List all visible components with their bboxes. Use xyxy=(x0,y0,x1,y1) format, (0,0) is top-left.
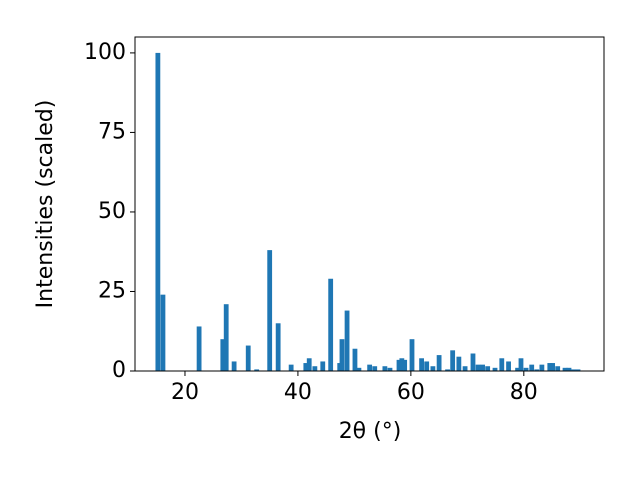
bar xyxy=(328,278,334,371)
bar xyxy=(339,339,345,371)
bar xyxy=(450,350,456,371)
bar xyxy=(470,353,476,371)
x-tick-label: 20 xyxy=(171,380,199,405)
y-tick-label: 0 xyxy=(112,358,126,383)
bar xyxy=(409,339,415,371)
bar xyxy=(515,367,520,371)
bar xyxy=(518,358,524,371)
bar xyxy=(445,369,450,371)
bar xyxy=(356,367,362,371)
bar xyxy=(419,358,424,371)
bar xyxy=(492,367,498,371)
bar xyxy=(372,366,378,371)
y-tick-label: 75 xyxy=(98,119,126,144)
bar xyxy=(387,367,393,371)
bar xyxy=(254,369,260,371)
bar xyxy=(231,361,237,371)
bar xyxy=(155,52,161,372)
bar xyxy=(499,358,505,371)
bar xyxy=(547,363,553,371)
bar xyxy=(382,366,388,371)
bar xyxy=(456,356,462,371)
bar xyxy=(402,359,408,371)
bar xyxy=(344,310,350,371)
bar xyxy=(160,294,166,371)
bar xyxy=(320,361,326,371)
bar xyxy=(506,361,511,371)
x-tick-label: 40 xyxy=(284,380,312,405)
y-tick-label: 50 xyxy=(98,199,126,224)
bar xyxy=(306,358,312,371)
bar xyxy=(223,304,229,371)
bar xyxy=(534,369,540,371)
plot-frame xyxy=(134,36,605,372)
bar xyxy=(267,250,273,371)
bar xyxy=(480,364,485,371)
bar xyxy=(245,345,251,371)
bar xyxy=(367,364,373,371)
y-tick-label: 25 xyxy=(98,278,126,303)
bar xyxy=(396,359,402,371)
x-tick-label: 80 xyxy=(510,380,538,405)
y-tick-label: 100 xyxy=(84,40,126,65)
bar xyxy=(566,367,572,371)
bar xyxy=(303,363,309,371)
bar xyxy=(288,364,294,371)
bar xyxy=(220,339,226,371)
x-axis-label: 2θ (°) xyxy=(339,419,402,444)
x-tick-label: 60 xyxy=(397,380,425,405)
bar xyxy=(529,364,535,371)
bar xyxy=(275,323,281,371)
bar xyxy=(485,366,491,371)
bar xyxy=(550,363,556,371)
bar xyxy=(575,369,581,371)
bar xyxy=(523,367,529,371)
y-axis-label: Intensities (scaled) xyxy=(33,100,58,309)
bar xyxy=(399,358,405,371)
bar xyxy=(430,366,436,371)
bar xyxy=(462,366,468,371)
bar xyxy=(475,364,481,371)
bar xyxy=(424,361,430,371)
bar xyxy=(436,355,442,371)
bar xyxy=(539,364,545,371)
bar xyxy=(571,369,576,371)
bar xyxy=(312,366,318,371)
bar xyxy=(555,366,561,371)
bar xyxy=(196,326,202,371)
bar xyxy=(352,348,358,371)
bar xyxy=(562,367,568,371)
